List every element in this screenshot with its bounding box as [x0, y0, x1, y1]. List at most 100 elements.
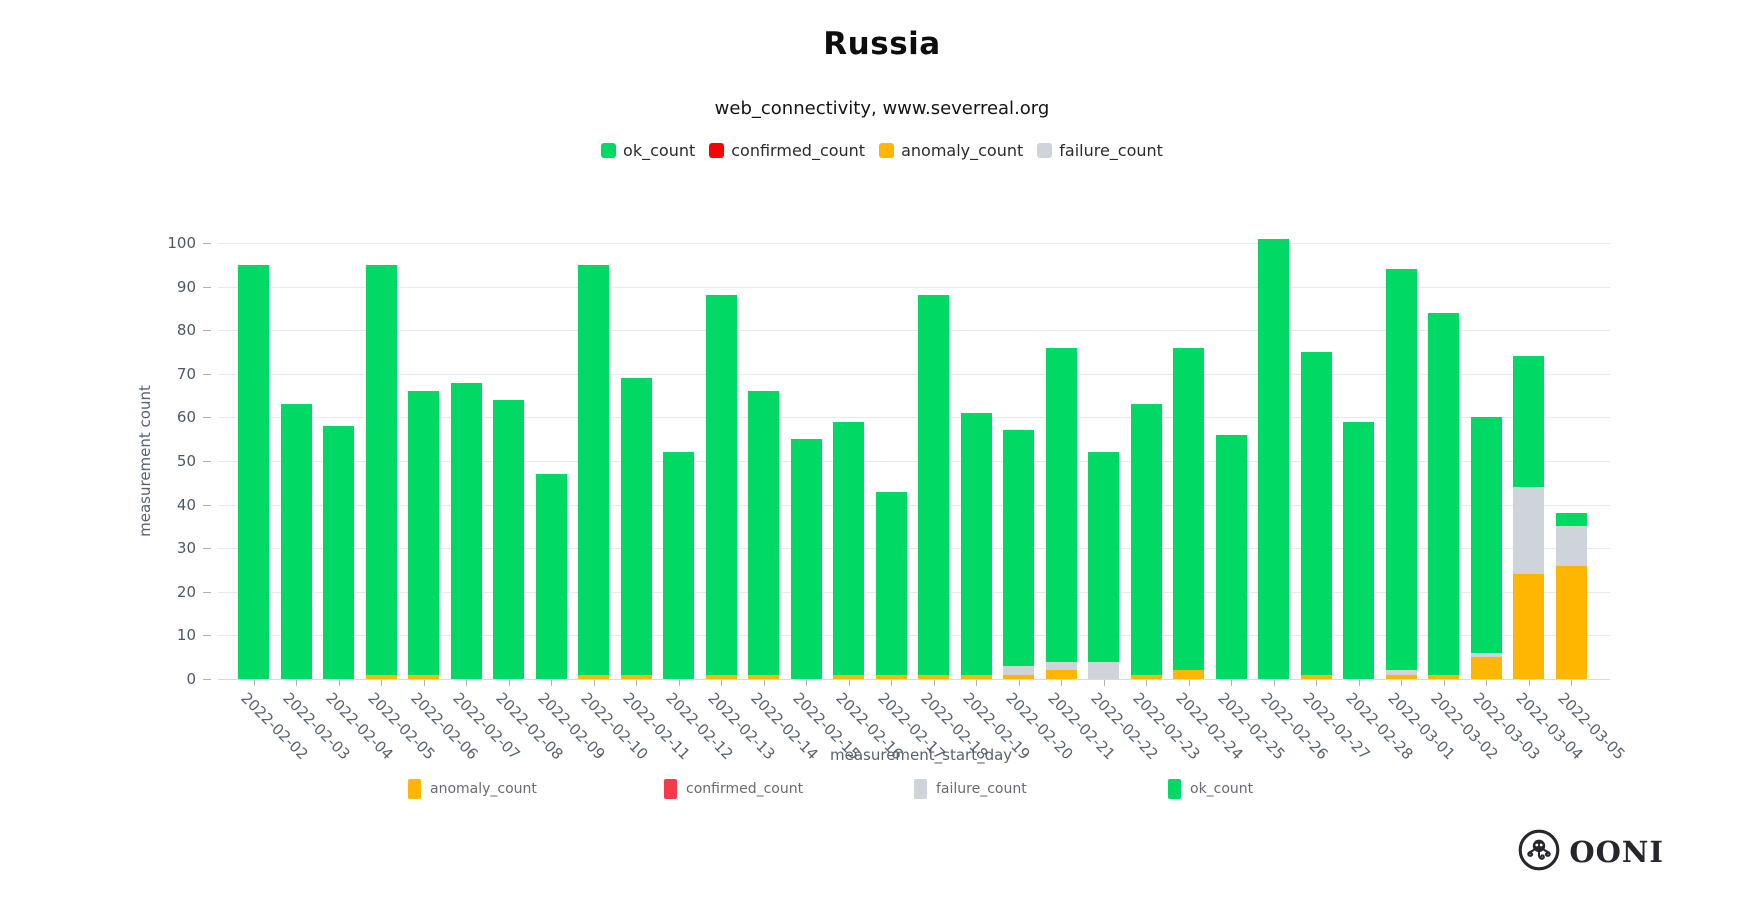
x-axis-tick	[1571, 680, 1572, 686]
y-axis-tick	[203, 548, 211, 550]
bar-segment-anomaly_count[interactable]	[1173, 670, 1204, 679]
bar-segment-ok_count[interactable]	[620, 378, 652, 675]
bar-segment-ok_count[interactable]	[280, 404, 312, 679]
bar-segment-ok_count[interactable]	[1173, 347, 1204, 671]
y-axis-tick-label: 70	[176, 364, 196, 383]
bar-segment-ok_count[interactable]	[1428, 312, 1459, 675]
legend-label: failure_count	[1059, 141, 1163, 160]
legend-swatch-anomaly_count	[879, 143, 895, 158]
bar-segment-failure_count[interactable]	[1513, 487, 1544, 575]
x-axis-tick	[551, 680, 552, 686]
bar-segment-anomaly_count[interactable]	[918, 674, 949, 679]
bar-segment-ok_count[interactable]	[408, 391, 439, 675]
x-axis-tick	[1103, 680, 1105, 686]
y-axis-tick-label: 80	[176, 321, 196, 340]
legend-label: anomaly_count	[901, 141, 1024, 160]
bar-segment-ok_count[interactable]	[493, 399, 524, 679]
bar-segment-anomaly_count[interactable]	[1130, 674, 1162, 679]
bar-segment-ok_count[interactable]	[1470, 417, 1502, 653]
x-axis-tick	[636, 680, 637, 686]
bar-segment-failure_count[interactable]	[1088, 661, 1119, 679]
y-axis-tick-label: 20	[176, 582, 196, 601]
bar-segment-failure_count[interactable]	[1555, 526, 1587, 566]
bar-segment-ok_count[interactable]	[663, 452, 694, 679]
bar-segment-anomaly_count[interactable]	[1555, 565, 1587, 679]
y-axis-tick	[203, 286, 211, 288]
bar-segment-anomaly_count[interactable]	[705, 674, 737, 679]
bar-segment-ok_count[interactable]	[748, 391, 779, 675]
page-title: Russia	[823, 26, 941, 62]
legend-top-item-anomaly_count[interactable]: anomaly_count	[879, 141, 1023, 160]
bar-segment-anomaly_count[interactable]	[578, 674, 609, 679]
bar-segment-anomaly_count[interactable]	[833, 674, 864, 679]
legend-swatch-failure_count	[1037, 143, 1053, 158]
bar-segment-ok_count[interactable]	[238, 264, 269, 679]
y-axis-tick-label: 0	[186, 670, 196, 688]
y-gridline	[218, 504, 1610, 506]
bar-segment-anomaly_count[interactable]	[620, 674, 652, 679]
bar-segment-failure_count[interactable]	[1470, 652, 1502, 658]
y-gridline	[218, 330, 1610, 332]
legend-top-item-confirmed_count[interactable]: confirmed_count	[709, 141, 865, 160]
bar-segment-ok_count[interactable]	[365, 264, 397, 675]
x-axis-tick	[508, 680, 510, 686]
bar-segment-ok_count[interactable]	[1258, 238, 1289, 679]
bar-segment-anomaly_count[interactable]	[875, 674, 907, 679]
bar-segment-failure_count[interactable]	[1045, 661, 1077, 671]
legend-bottom-item-confirmed_count[interactable]: confirmed_count	[664, 779, 803, 799]
bar-segment-anomaly_count[interactable]	[365, 674, 397, 679]
bar-segment-ok_count[interactable]	[1045, 347, 1077, 662]
bar-segment-anomaly_count[interactable]	[408, 674, 439, 679]
y-axis-tick	[203, 461, 211, 462]
legend-top-item-ok_count[interactable]: ok_count	[601, 141, 695, 160]
legend-label: confirmed_count	[731, 141, 866, 160]
bar-segment-anomaly_count[interactable]	[1003, 674, 1034, 679]
x-axis-tick	[1146, 680, 1147, 686]
bar-segment-ok_count[interactable]	[918, 295, 949, 675]
bar-segment-ok_count[interactable]	[1215, 434, 1247, 679]
bar-segment-ok_count[interactable]	[450, 382, 482, 679]
bar-segment-ok_count[interactable]	[1088, 452, 1119, 662]
legend-bottom-item-ok_count[interactable]: ok_count	[1168, 779, 1253, 799]
bar-segment-anomaly_count[interactable]	[748, 674, 779, 679]
bar-segment-ok_count[interactable]	[833, 421, 864, 675]
legend-bottom-item-failure_count[interactable]: failure_count	[914, 779, 1027, 799]
legend-top-item-failure_count[interactable]: failure_count	[1037, 141, 1163, 160]
x-axis-tick	[806, 680, 807, 686]
bar-segment-anomaly_count[interactable]	[960, 674, 992, 679]
bar-segment-anomaly_count[interactable]	[1385, 674, 1417, 679]
bar-segment-ok_count[interactable]	[1130, 404, 1162, 675]
bar-segment-ok_count[interactable]	[1513, 356, 1544, 488]
bar-segment-anomaly_count[interactable]	[1300, 674, 1332, 679]
bar-segment-ok_count[interactable]	[1555, 513, 1587, 527]
bar-segment-anomaly_count[interactable]	[1513, 574, 1544, 679]
legend-swatch-anomaly_count	[408, 779, 421, 799]
bar-segment-ok_count[interactable]	[578, 264, 609, 675]
bar-segment-ok_count[interactable]	[875, 491, 907, 675]
bar-segment-ok_count[interactable]	[1343, 421, 1374, 679]
bar-segment-ok_count[interactable]	[705, 295, 737, 675]
bar-segment-ok_count[interactable]	[790, 439, 822, 679]
bar-segment-anomaly_count[interactable]	[1045, 670, 1077, 679]
y-gridline	[218, 548, 1610, 550]
x-axis-tick	[1188, 680, 1190, 686]
bar-segment-ok_count[interactable]	[1385, 269, 1417, 671]
x-axis-line	[218, 679, 1610, 680]
bar-segment-anomaly_count[interactable]	[1428, 674, 1459, 679]
bar-segment-ok_count[interactable]	[1300, 352, 1332, 675]
y-axis-tick-label: 90	[176, 277, 196, 296]
bar-segment-ok_count[interactable]	[323, 426, 354, 679]
bar-segment-failure_count[interactable]	[1385, 670, 1417, 675]
bar-segment-failure_count[interactable]	[1003, 665, 1034, 675]
x-axis-tick	[1528, 680, 1530, 686]
bar-segment-ok_count[interactable]	[1003, 430, 1034, 666]
bar-segment-ok_count[interactable]	[960, 413, 992, 675]
bar-segment-ok_count[interactable]	[535, 474, 567, 679]
x-axis-tick	[848, 680, 850, 686]
bar-segment-anomaly_count[interactable]	[1470, 657, 1502, 679]
y-axis-tick	[203, 417, 211, 419]
x-axis-tick	[1018, 680, 1020, 686]
legend-swatch-confirmed_count	[709, 143, 725, 158]
legend-bottom-item-anomaly_count[interactable]: anomaly_count	[408, 779, 537, 799]
y-gridline	[218, 635, 1610, 637]
